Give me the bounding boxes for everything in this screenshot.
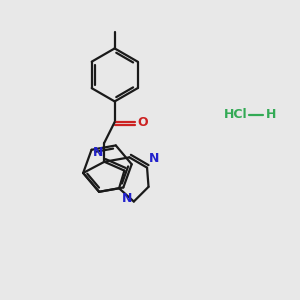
Text: N: N: [92, 146, 103, 159]
Text: N: N: [122, 192, 132, 205]
Text: H: H: [266, 108, 276, 121]
Text: HCl: HCl: [224, 108, 247, 121]
Text: O: O: [138, 116, 148, 128]
Text: N: N: [148, 152, 159, 165]
